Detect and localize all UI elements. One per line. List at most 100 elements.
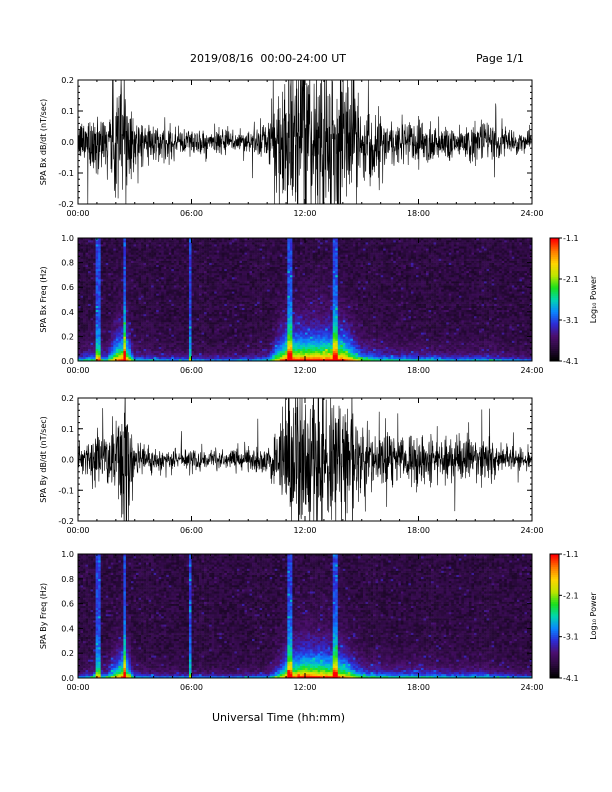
spectrogram-cell xyxy=(269,320,273,323)
spectrogram-cell xyxy=(156,322,160,325)
spectrogram-cell xyxy=(267,322,270,325)
spectrogram-cell xyxy=(226,311,230,315)
spectrogram-cell xyxy=(274,352,278,356)
spectrogram-cell xyxy=(211,313,215,317)
spectrogram-cell xyxy=(138,283,142,286)
spectrogram-cell xyxy=(269,260,273,263)
spectrogram-cell xyxy=(191,276,195,280)
spectrogram-cell xyxy=(257,354,260,358)
spectrogram-cell xyxy=(224,260,228,263)
spectrogram-cell xyxy=(239,260,243,263)
spectrogram-cell xyxy=(252,295,255,298)
spectrogram-cell xyxy=(231,352,235,356)
spectrogram-cell xyxy=(93,274,96,278)
spectrogram-cell xyxy=(108,264,112,267)
spectrogram-cell xyxy=(130,344,134,347)
spectrogram-cell xyxy=(241,262,245,265)
spectrogram-cell xyxy=(262,348,265,352)
spectrogram-cell xyxy=(234,254,238,257)
spectrogram-cell xyxy=(156,336,160,339)
spectrogram-cell xyxy=(156,301,160,304)
spectrogram-cell xyxy=(178,256,182,259)
spectrogram-cell xyxy=(216,287,220,290)
spectrogram-cell xyxy=(123,283,127,286)
spectrogram-cell xyxy=(130,240,134,243)
spectrogram-cell xyxy=(115,358,119,362)
spectrogram-cell xyxy=(176,328,180,331)
spectrogram-cell xyxy=(272,250,276,253)
spectrogram-cell xyxy=(272,299,276,302)
spectrogram-cell xyxy=(95,344,99,347)
spectrogram-cell xyxy=(246,336,250,339)
spectrogram-cell xyxy=(108,246,112,249)
spectrogram-cell xyxy=(216,274,220,278)
spectrogram-cell xyxy=(277,328,281,331)
spectrogram-cell xyxy=(133,338,137,341)
spectrogram-cell xyxy=(176,354,180,358)
spectrogram-cell xyxy=(254,305,258,308)
spectrogram-cell xyxy=(216,317,220,321)
spectrogram-cell xyxy=(186,311,190,315)
spectrogram-cell xyxy=(128,281,132,284)
spectrogram-cell xyxy=(113,266,117,270)
spectrogram-cell xyxy=(153,246,157,249)
spectrogram-cell xyxy=(113,268,117,272)
spectrogram-cell xyxy=(78,264,81,267)
spectrogram-cell xyxy=(163,287,167,290)
spectrogram-cell xyxy=(176,320,180,323)
spectrogram-cell xyxy=(226,305,230,308)
spectrogram-cell xyxy=(98,295,101,298)
spectrogram-cell xyxy=(188,283,192,286)
spectrogram-cell xyxy=(249,274,253,278)
spectrogram-cell xyxy=(110,342,114,345)
spectrogram-cell xyxy=(214,342,218,345)
spectrogram-cell xyxy=(156,303,160,306)
spectrogram-cell xyxy=(246,344,250,347)
spectrogram-cell xyxy=(226,279,230,282)
spectrogram-cell xyxy=(214,256,218,259)
spectrogram-cell xyxy=(138,313,142,317)
spectrogram-cell xyxy=(100,266,104,270)
spectrogram-cell xyxy=(211,264,215,267)
spectrogram-cell xyxy=(194,283,197,286)
spectrogram-cell xyxy=(133,250,137,253)
spectrogram-cell xyxy=(239,276,243,280)
spectrogram-cell xyxy=(171,348,175,352)
spectrogram-cell xyxy=(95,301,99,304)
spectrogram-cell xyxy=(128,346,132,349)
spectrogram-cell xyxy=(259,340,263,343)
spectrogram-cell xyxy=(168,324,172,327)
spectrogram-cell xyxy=(176,254,180,257)
spectrogram-cell xyxy=(148,354,152,358)
spectrogram-cell xyxy=(241,281,245,284)
spectrogram-cell xyxy=(153,338,157,341)
spectrogram-cell xyxy=(78,254,81,257)
spectrogram-cell xyxy=(166,260,170,263)
spectrogram-cell xyxy=(277,332,281,335)
spectrogram-cell xyxy=(125,276,129,280)
spectrogram-cell xyxy=(241,342,245,345)
spectrogram-cell xyxy=(234,301,238,304)
spectrogram-cell xyxy=(219,332,223,335)
spectrogram-cell xyxy=(196,309,200,313)
spectrogram-cell xyxy=(277,322,281,325)
spectrogram-cell xyxy=(186,303,190,306)
spectrogram-cell xyxy=(133,305,137,308)
spectrogram-cell xyxy=(100,309,104,313)
spectrogram-cell xyxy=(249,252,253,255)
spectrogram-cell xyxy=(191,291,195,294)
spectrogram-cell xyxy=(90,322,94,325)
spectrogram-cell xyxy=(173,297,177,300)
spectrogram-cell xyxy=(191,305,195,308)
spectrogram-cell xyxy=(85,301,89,304)
spectrogram-cell xyxy=(141,297,144,300)
spectrogram-cell xyxy=(146,289,149,292)
spectrogram-cell xyxy=(105,315,109,319)
spectrogram-cell xyxy=(128,313,132,317)
spectrogram-cell xyxy=(93,344,96,347)
spectrogram-cell xyxy=(234,303,238,306)
spectrogram-cell xyxy=(156,297,160,300)
spectrogram-cell xyxy=(173,274,177,278)
spectrogram-cell xyxy=(191,332,195,335)
spectrogram-cell xyxy=(93,272,96,276)
